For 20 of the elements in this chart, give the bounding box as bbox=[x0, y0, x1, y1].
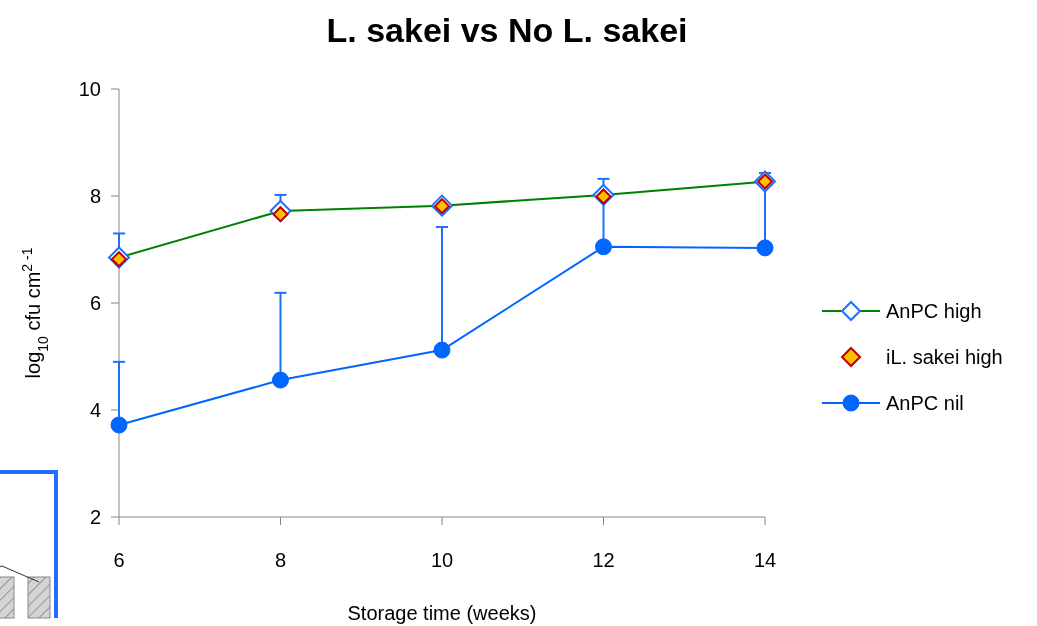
x-tick-label: 6 bbox=[113, 549, 125, 571]
x-tick-label: 14 bbox=[753, 549, 777, 571]
point bbox=[272, 371, 289, 389]
y-tick-label: 4 bbox=[89, 399, 101, 421]
x-tick-label: 10 bbox=[430, 549, 454, 571]
x-tick-label: 8 bbox=[274, 549, 287, 571]
x-axis-title: Storage time (weeks) bbox=[347, 602, 537, 624]
y-tick-label: 2 bbox=[89, 506, 101, 528]
legend-label: iL. sakei high bbox=[886, 346, 1003, 368]
chart-title: L. sakei vs No L. sakei bbox=[326, 11, 688, 49]
y-tick-label: 8 bbox=[89, 185, 101, 207]
point bbox=[756, 239, 774, 257]
legend-label: AnPC nil bbox=[886, 392, 964, 414]
y-tick-label: 10 bbox=[78, 78, 101, 100]
point bbox=[110, 416, 128, 434]
point bbox=[433, 341, 451, 359]
point bbox=[595, 238, 612, 256]
y-tick-label: 6 bbox=[89, 292, 101, 314]
legend-label: AnPC high bbox=[886, 300, 982, 322]
x-tick-label: 12 bbox=[592, 549, 615, 571]
